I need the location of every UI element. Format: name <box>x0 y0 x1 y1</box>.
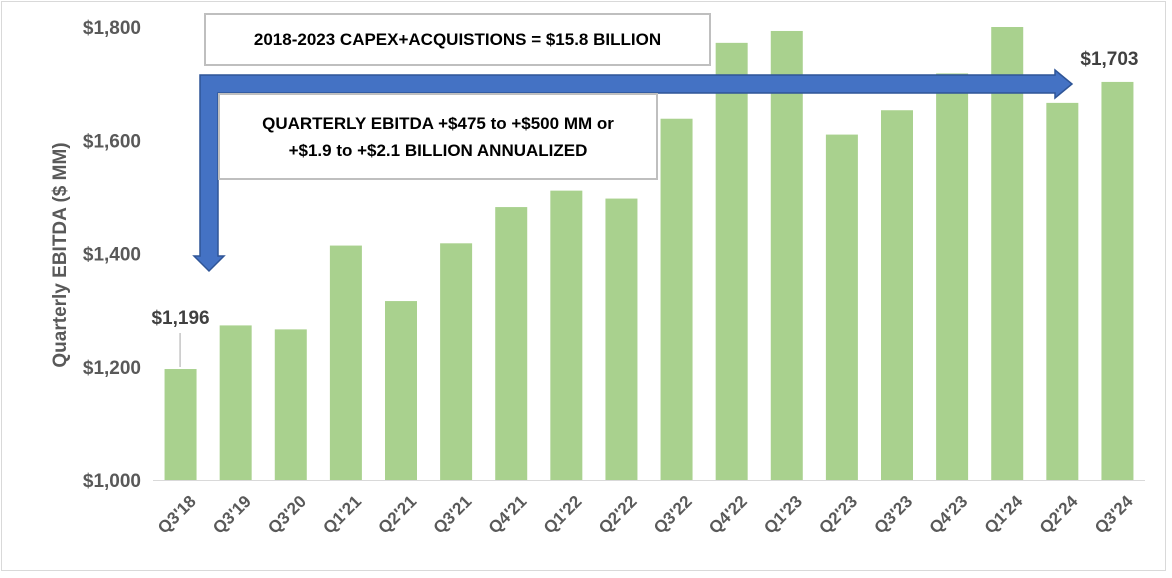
bar <box>660 118 693 481</box>
y-tick-label: $1,800 <box>83 18 141 39</box>
x-tick-label: Q3'21 <box>430 492 476 538</box>
x-tick-label: Q3'24 <box>1091 491 1137 537</box>
x-tick-label: Q1'21 <box>319 492 365 538</box>
x-tick-label: Q2'23 <box>815 492 861 538</box>
bar <box>495 207 528 480</box>
y-tick-label: $1,600 <box>83 131 141 152</box>
x-tick-label: Q2'22 <box>595 492 641 538</box>
bar <box>550 190 583 481</box>
x-axis: Q3'18 Q3'19 Q3'20 Q1'21 Q2'21 Q3'21 Q4'21 Q1'22… <box>153 480 1145 538</box>
bars <box>164 27 1134 481</box>
y-axis-label: Quarterly EBITDA ($ MM) <box>50 142 71 367</box>
ebitda-annotation-line1: QUARTERLY EBITDA +$475 to +$500 MM or <box>262 113 614 133</box>
bar <box>715 42 748 480</box>
bar <box>770 30 803 481</box>
x-tick-label: Q3'19 <box>209 492 255 538</box>
capex-annotation-box: 2018-2023 CAPEX+ACQUISTIONS = $15.8 BILL… <box>204 13 711 66</box>
bar <box>164 369 197 480</box>
bar <box>936 73 969 481</box>
bar <box>385 301 417 480</box>
x-tick-label: Q2'21 <box>375 492 421 538</box>
bar <box>440 243 473 480</box>
x-tick-label: Q1'24 <box>981 491 1027 537</box>
bar <box>1046 102 1079 480</box>
bar <box>329 245 362 480</box>
x-tick-label: Q4'22 <box>705 492 751 538</box>
y-tick-label: $1,200 <box>83 358 141 379</box>
x-tick-label: Q3'23 <box>871 492 917 538</box>
data-label: $1,703 <box>1080 49 1138 70</box>
bar <box>991 27 1024 480</box>
x-tick-label: Q1'22 <box>540 492 586 538</box>
x-tick-label: Q4'23 <box>926 492 972 538</box>
ebitda-annotation-line2: +$1.9 to +$2.1 BILLION ANNUALIZED <box>288 140 588 160</box>
y-tick-label: $1,000 <box>83 471 141 492</box>
bar <box>605 198 638 481</box>
bar <box>1101 81 1134 481</box>
data-labels: $1,196 $1,703 <box>151 49 1139 368</box>
bar <box>274 329 307 480</box>
ebitda-annotation-box: QUARTERLY EBITDA +$475 to +$500 MM or +$… <box>218 93 658 180</box>
x-tick-label: Q3'20 <box>264 492 310 538</box>
y-tick-label: $1,400 <box>83 245 141 266</box>
x-tick-label: Q3'22 <box>650 492 696 538</box>
bar <box>881 110 913 481</box>
bar <box>825 134 858 480</box>
data-label: $1,196 <box>151 308 209 329</box>
x-tick-label: Q4'21 <box>485 492 531 538</box>
x-tick-label: Q3'18 <box>154 492 200 538</box>
x-tick-label: Q2'24 <box>1036 491 1082 537</box>
x-tick-label: Q1'23 <box>760 492 806 538</box>
bar <box>219 325 252 480</box>
capex-annotation-text: 2018-2023 CAPEX+ACQUISTIONS = $15.8 BILL… <box>253 29 662 49</box>
y-axis: $1,000 $1,200 $1,400 $1,600 $1,800 <box>83 18 141 492</box>
